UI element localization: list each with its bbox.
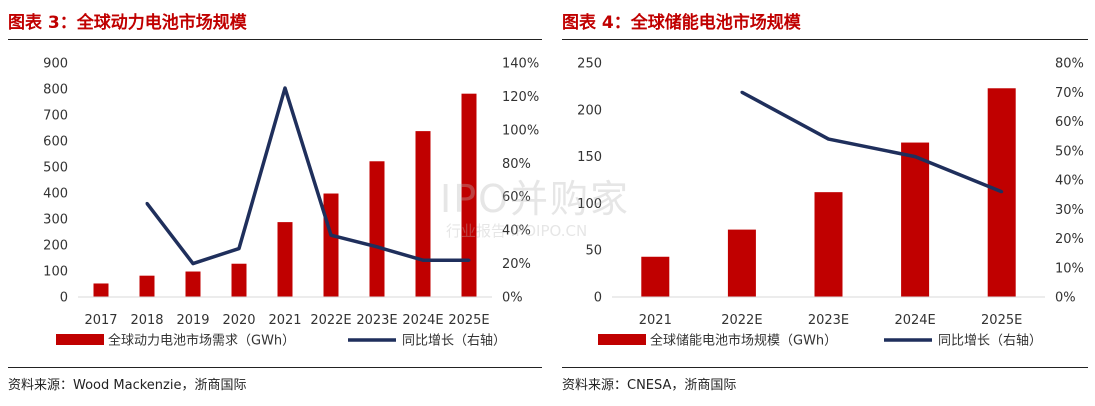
y-tick-label: 150 — [577, 150, 602, 165]
y2-tick-label: 60% — [1055, 115, 1084, 130]
left-source-note: 资料来源：Wood Mackenzie，浙商国际 — [8, 378, 247, 393]
x-tick-label: 2017 — [84, 313, 117, 328]
y-tick-label: 100 — [43, 265, 68, 280]
y2-tick-label: 40% — [1055, 174, 1084, 189]
growth-point — [329, 233, 333, 237]
legend-bar-label: 全球动力电池市场需求（GWh） — [108, 333, 295, 349]
y2-tick-label: 40% — [502, 224, 531, 239]
growth-point — [283, 86, 287, 90]
y2-tick-label: 60% — [502, 190, 531, 205]
y2-tick-label: 80% — [1055, 57, 1084, 72]
right-title-rule — [562, 39, 1088, 40]
right-chart-title: 图表 4：全球储能电池市场规模 — [562, 13, 801, 33]
growth-point — [191, 262, 195, 266]
y-tick-label: 700 — [43, 109, 68, 124]
y-tick-label: 600 — [43, 135, 68, 150]
bar — [277, 222, 293, 297]
y2-tick-label: 20% — [1055, 232, 1084, 247]
y2-tick-label: 10% — [1055, 261, 1084, 276]
growth-point — [237, 247, 241, 251]
y-tick-label: 100 — [577, 197, 602, 212]
x-tick-label: 2022E — [721, 313, 762, 328]
left-title-rule — [8, 39, 542, 40]
growth-point — [740, 90, 744, 94]
right-source-note: 资料来源：CNESA，浙商国际 — [562, 378, 737, 393]
x-tick-label: 2022E — [310, 313, 351, 328]
growth-line — [741, 90, 1003, 194]
bar — [901, 142, 930, 297]
bar — [641, 256, 670, 297]
y-tick-label: 400 — [43, 187, 68, 202]
growth-point — [145, 201, 149, 205]
y2-tick-label: 30% — [1055, 203, 1084, 218]
x-tick-label: 2021 — [268, 313, 301, 328]
growth-line — [145, 86, 469, 266]
legend-line-label: 同比增长（右轴） — [938, 334, 1042, 349]
y2-tick-label: 140% — [502, 57, 539, 72]
left-source-rule — [8, 367, 542, 368]
bar — [231, 263, 247, 297]
x-tick-label: 2025E — [981, 313, 1022, 328]
bar — [727, 229, 756, 297]
y-tick-label: 200 — [577, 103, 602, 118]
right-chart: 0 50 100 150 200 250 0% 10% 20% 30% 40% 50% 60% 70% 80… — [577, 57, 1084, 349]
left-chart-panel: 图表 3：全球动力电池市场规模 0 100 200 300 400 500 600 700 80… — [8, 0, 542, 406]
bar — [461, 93, 477, 298]
y-tick-label: 300 — [43, 213, 68, 228]
y2-tick-label: 0% — [502, 291, 523, 306]
x-tick-label: 2024E — [894, 313, 935, 328]
x-tick-label: 2019 — [176, 313, 209, 328]
y-tick-label: 200 — [43, 239, 68, 254]
x-tick-label: 2024E — [402, 313, 443, 328]
y2-tick-label: 50% — [1055, 144, 1084, 159]
left-chart: 0 100 200 300 400 500 600 700 800 900 0% 20% 40% 60% 8… — [43, 57, 539, 349]
x-tick-label: 2021 — [639, 313, 672, 328]
legend-bar-swatch — [56, 334, 104, 345]
legend-bar-label: 全球储能电池市场规模（GWh） — [650, 333, 837, 349]
growth-point — [375, 245, 379, 249]
y2-tick-label: 20% — [502, 257, 531, 272]
bar — [323, 193, 339, 297]
bar — [369, 161, 385, 297]
bar — [185, 271, 201, 297]
y-tick-label: 50 — [585, 244, 602, 259]
y2-tick-label: 70% — [1055, 86, 1084, 101]
y-tick-label: 800 — [43, 83, 68, 98]
legend-bar-swatch — [598, 334, 646, 345]
x-tick-label: 2023E — [808, 313, 849, 328]
y2-tick-label: 120% — [502, 90, 539, 105]
y-tick-label: 500 — [43, 161, 68, 176]
right-chart-panel: 图表 4：全球储能电池市场规模 0 50 100 150 200 250 0% 10% 20% 3… — [562, 0, 1088, 406]
x-tick-label: 2025E — [448, 313, 489, 328]
growth-point — [467, 258, 471, 262]
legend-line-label: 同比增长（右轴） — [402, 334, 506, 349]
x-tick-label: 2020 — [222, 313, 255, 328]
y2-tick-label: 80% — [502, 157, 531, 172]
left-chart-title: 图表 3：全球动力电池市场规模 — [8, 13, 247, 33]
growth-point — [1000, 190, 1004, 194]
y2-tick-label: 100% — [502, 123, 539, 138]
y-tick-label: 0 — [60, 291, 68, 306]
growth-point — [913, 155, 917, 159]
bar — [93, 283, 109, 297]
y-tick-label: 900 — [43, 57, 68, 72]
y-tick-label: 250 — [577, 57, 602, 72]
bar — [814, 192, 843, 297]
growth-point — [421, 258, 425, 262]
x-tick-label: 2018 — [130, 313, 163, 328]
bar — [139, 275, 155, 297]
bar — [415, 131, 431, 297]
y-tick-label: 0 — [594, 291, 602, 306]
x-tick-label: 2023E — [356, 313, 397, 328]
growth-point — [827, 137, 830, 141]
right-source-rule — [562, 367, 1088, 368]
y2-tick-label: 0% — [1055, 291, 1076, 306]
